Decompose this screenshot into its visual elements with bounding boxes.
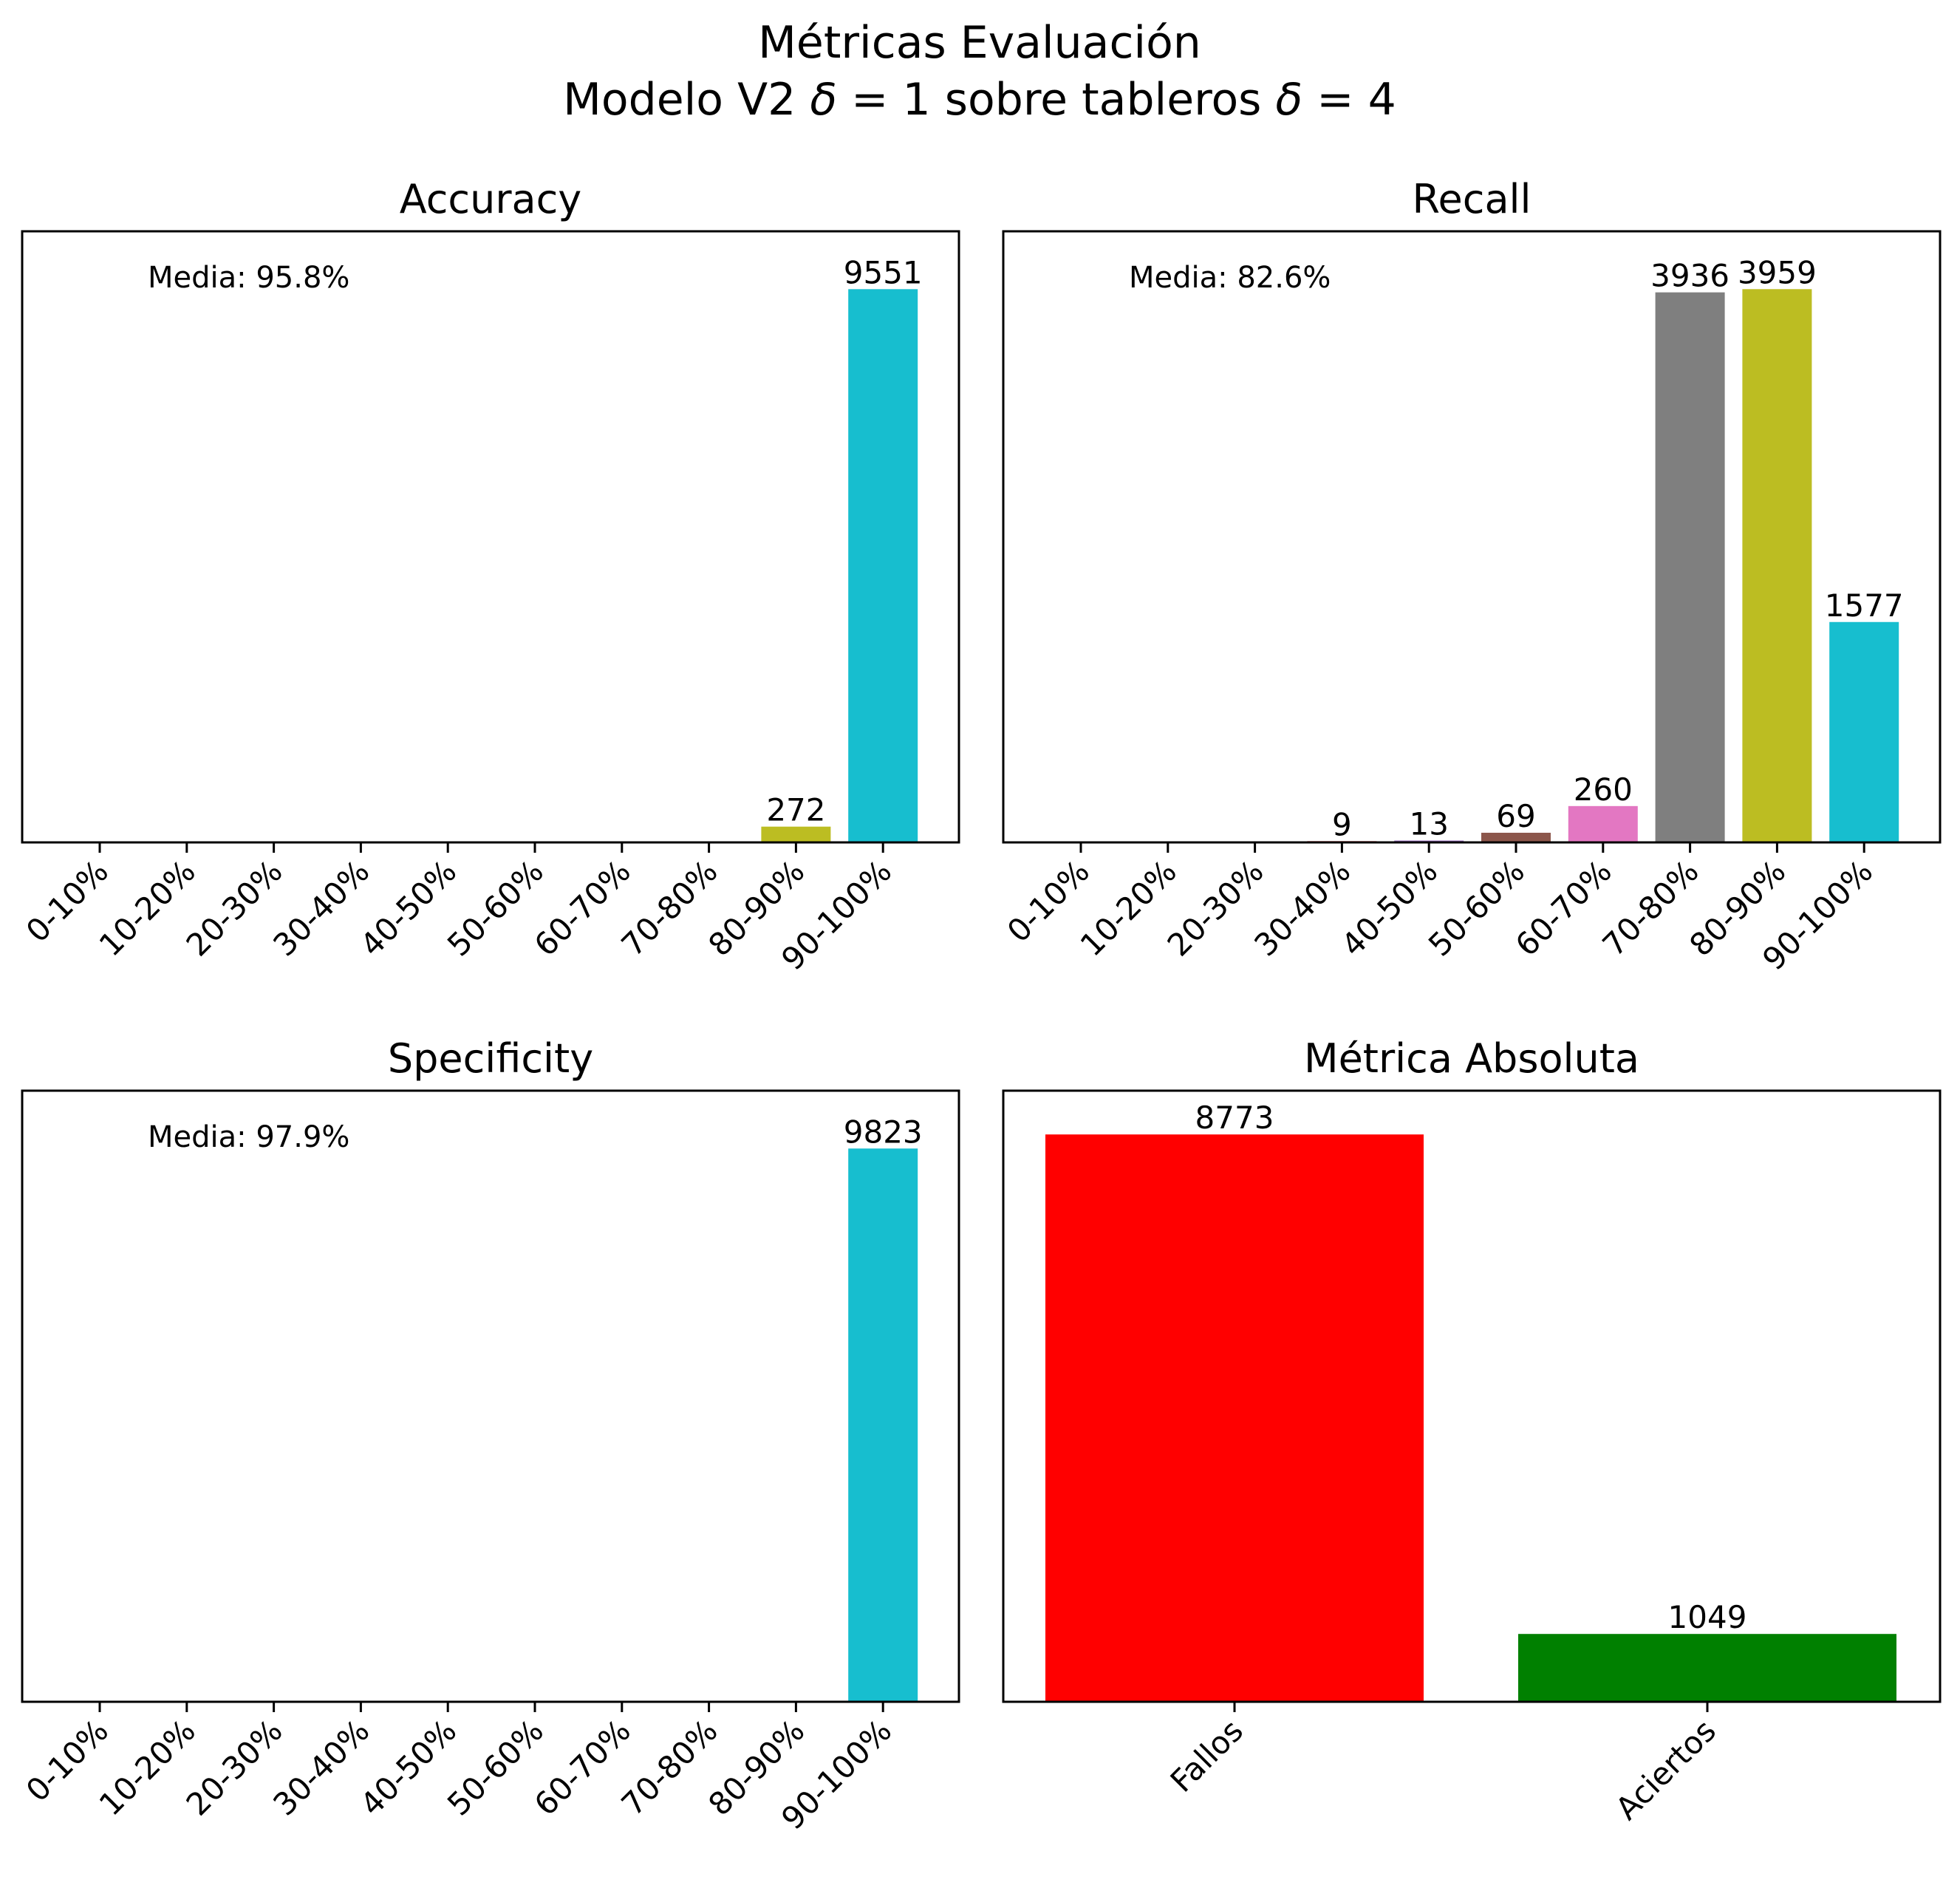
bar-Aciertos	[1518, 1634, 1896, 1702]
mean-annotation: Media: 97.9%	[148, 1120, 349, 1154]
x-tick-label: 50-60%	[440, 853, 550, 963]
bar-value-label: 8773	[1195, 1100, 1274, 1136]
bar-value-label: 9823	[844, 1114, 923, 1150]
x-tick-label: 10-20%	[92, 853, 202, 963]
x-tick-label: 20-30%	[1161, 853, 1271, 963]
chart-title: Specificity	[388, 1035, 593, 1082]
chart-panel-3: Specificity98230-10%10-20%20-30%30-40%40…	[19, 1035, 960, 1836]
x-tick-label: 30-40%	[1247, 853, 1357, 963]
bar-Fallos	[1045, 1134, 1424, 1702]
chart-title: Métrica Absoluta	[1304, 1035, 1639, 1082]
bar-value-label: 1577	[1825, 587, 1904, 624]
bar-value-label: 260	[1574, 771, 1633, 808]
x-tick-label: 70-80%	[1596, 853, 1706, 963]
bar-value-label: 3959	[1738, 254, 1817, 290]
x-tick-label: 30-40%	[266, 853, 376, 963]
x-tick-label: 20-30%	[180, 1712, 290, 1822]
x-tick-label: 60-70%	[527, 853, 638, 963]
bar-value-label: 69	[1496, 798, 1535, 834]
figure-title-line1: Métricas Evaluación	[758, 17, 1201, 69]
mean-annotation: Media: 82.6%	[1129, 261, 1331, 295]
x-tick-label: 50-60%	[440, 1712, 550, 1822]
bar-80-90%	[1742, 289, 1812, 843]
axes-frame	[1002, 230, 1942, 844]
x-tick-label: 40-50%	[353, 853, 463, 963]
x-tick-label: 10-20%	[92, 1712, 202, 1822]
x-tick-label: Fallos	[1164, 1712, 1250, 1799]
axes-frame	[1002, 1089, 1942, 1703]
x-tick-label: 50-60%	[1421, 853, 1532, 963]
figure-title-line2: Modelo V2 δ = 1 sobre tableros δ = 4	[563, 74, 1396, 126]
bar-value-label: 9	[1332, 806, 1352, 842]
axes-frame	[21, 230, 960, 844]
bar-80-90%	[761, 826, 831, 842]
x-tick-label: 40-50%	[1334, 853, 1444, 963]
x-tick-label: 70-80%	[615, 853, 725, 963]
bar-value-label: 3936	[1650, 258, 1729, 294]
chart-title: Accuracy	[400, 176, 582, 222]
bar-value-label: 13	[1409, 806, 1448, 842]
chart-title: Recall	[1412, 176, 1531, 222]
chart-panel-4: Métrica Absoluta 8773 1049 Fallos Aciertos	[1002, 1035, 1942, 1827]
bar-90-100%	[1829, 621, 1899, 842]
axes-frame	[21, 1089, 960, 1703]
bar-60-70%	[1568, 805, 1638, 842]
bar-50-60%	[1481, 832, 1551, 842]
bar-value-label: 272	[766, 792, 825, 828]
chart-panel-1: Accuracy27295510-10%10-20%20-30%30-40%40…	[19, 176, 960, 977]
bar-70-80%	[1655, 292, 1725, 842]
x-tick-label: 30-40%	[266, 1712, 376, 1822]
x-tick-label: 60-70%	[527, 1712, 638, 1822]
x-tick-label: 10-20%	[1073, 853, 1184, 963]
x-tick-label: Aciertos	[1608, 1712, 1723, 1827]
x-tick-label: 20-30%	[180, 853, 290, 963]
bar-value-label: 1049	[1668, 1599, 1747, 1635]
bar-90-100%	[848, 1148, 918, 1702]
x-tick-label: 70-80%	[615, 1712, 725, 1822]
mean-annotation: Media: 95.8%	[148, 261, 349, 295]
bar-90-100%	[848, 289, 918, 842]
x-tick-label: 60-70%	[1509, 853, 1619, 963]
x-tick-label: 40-50%	[353, 1712, 463, 1822]
bar-value-label: 9551	[844, 254, 923, 290]
